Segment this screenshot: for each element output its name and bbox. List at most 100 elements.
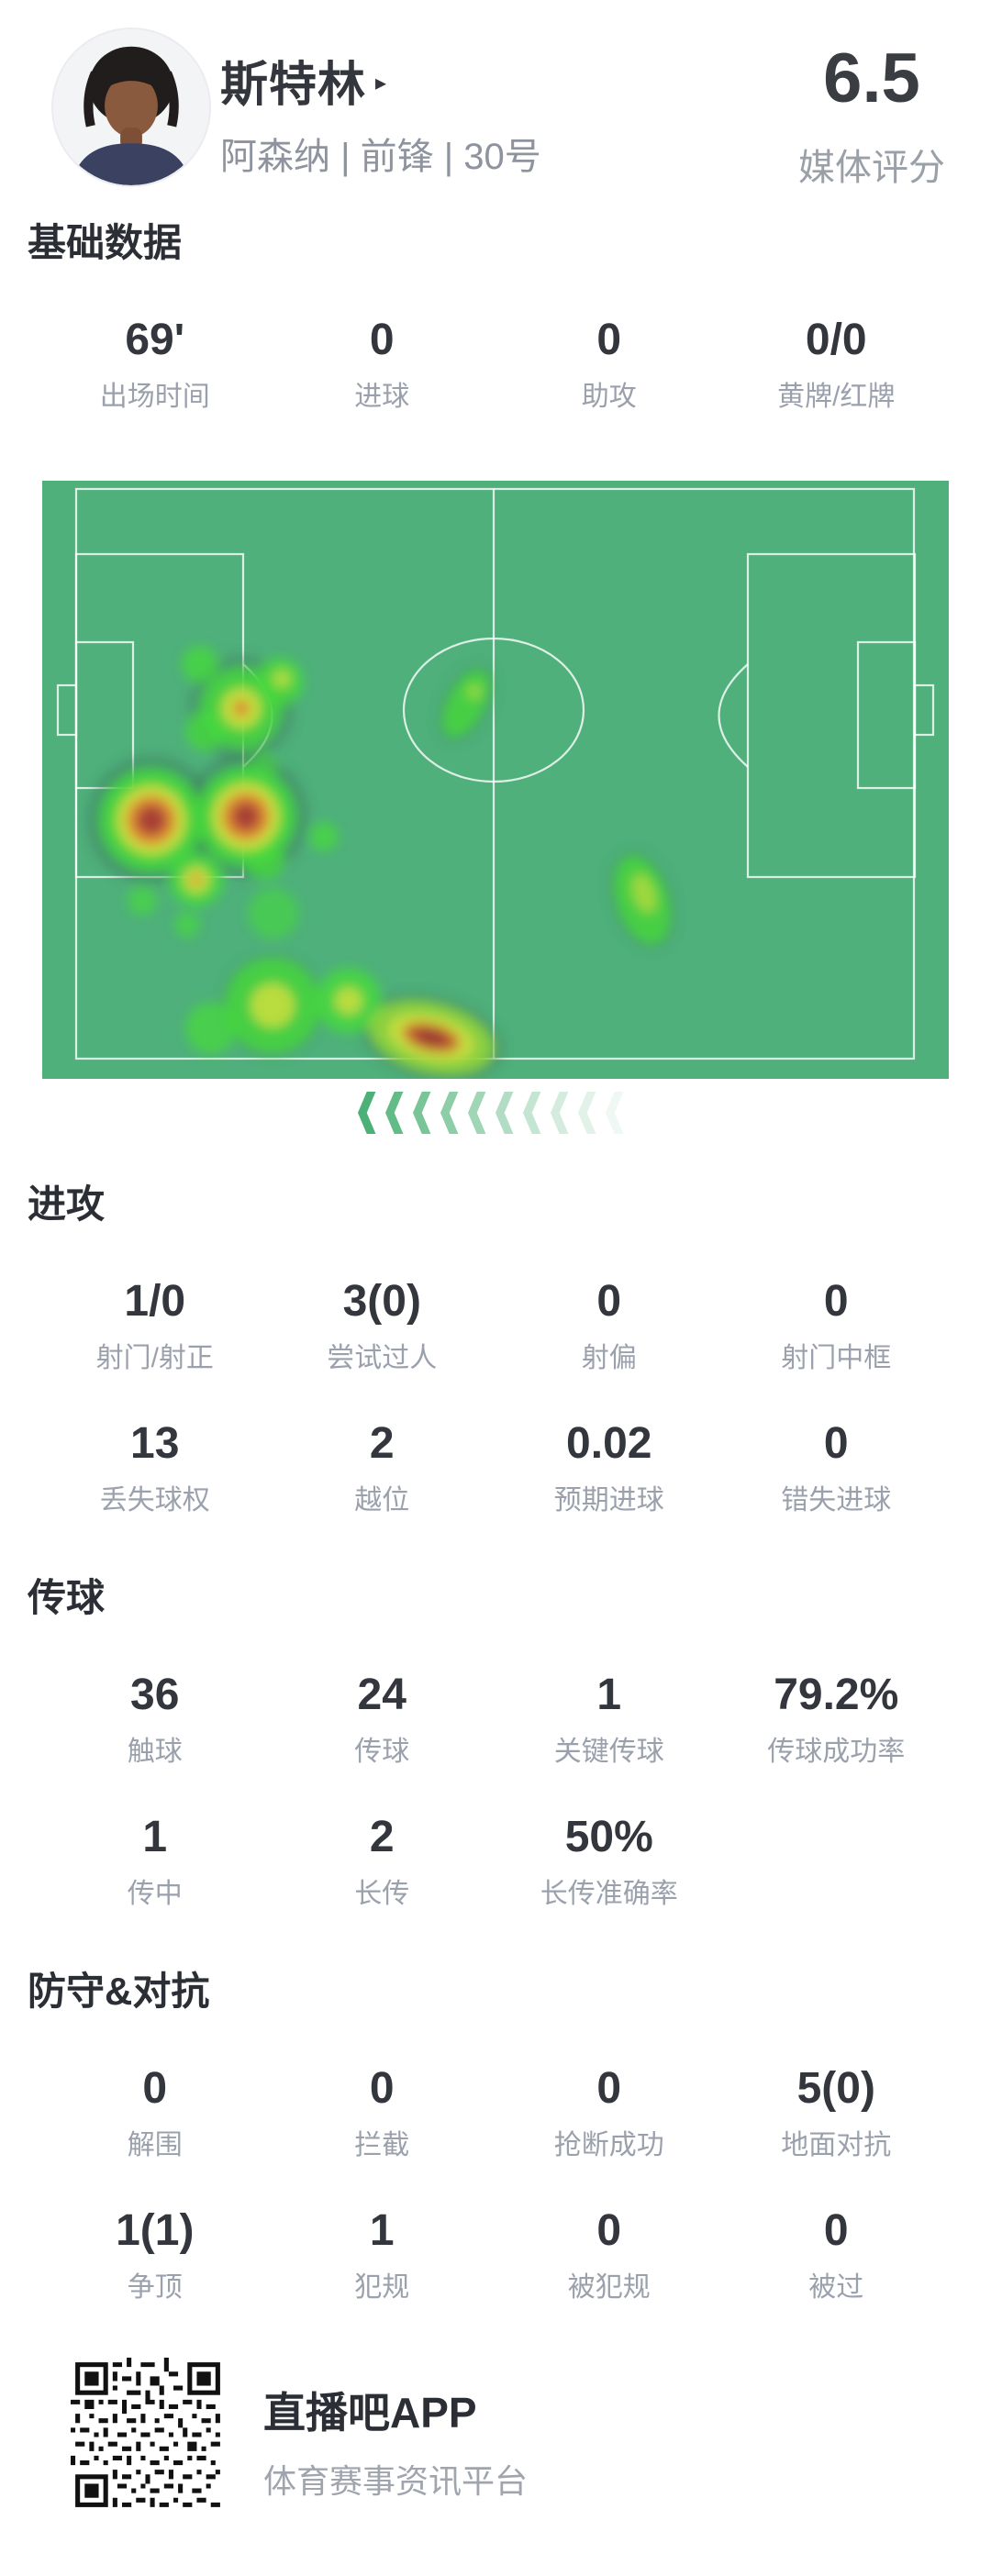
section-title-passing: 传球 [28,1576,106,1619]
defense-stats-row-1: 0 解围 0 拦截 0 抢断成功 5(0) 地面对抗 [0,2062,991,2163]
stat-cell: 0.02 预期进球 [496,1417,723,1518]
stat-value: 1 [142,1813,168,1861]
stat-cell: 1/0 射门/射正 [41,1275,269,1376]
stat-cell: 79.2% 传球成功率 [723,1669,951,1770]
stat-label: 地面对抗 [781,2130,892,2160]
stat-value: 0 [596,316,622,364]
app-description: 体育赛事资讯平台 [263,2462,529,2500]
stat-value: 1 [596,1671,622,1719]
stat-value: 69' [125,316,185,364]
stat-cell: 1 犯规 [269,2204,496,2305]
stat-label: 长传 [354,1879,410,1909]
stat-cell: 0 被过 [723,2204,951,2305]
stat-label: 射门/射正 [95,1343,214,1373]
rating-box: 6.5 媒体评分 [798,44,945,191]
stat-label: 进球 [354,382,410,412]
stat-label: 预期进球 [553,1485,664,1516]
stat-value: 79.2% [774,1671,899,1719]
attack-direction-arrows [0,1092,991,1134]
stat-value: 24 [357,1671,406,1719]
stat-label: 传球成功率 [767,1737,906,1767]
chevron-left-icon [578,1092,596,1134]
basic-stats-row: 69' 出场时间 0 进球 0 助攻 0/0 黄牌/红牌 [0,314,991,415]
player-photo [53,29,209,185]
media-rating-value: 6.5 [823,39,920,117]
stat-value: 1/0 [124,1277,186,1326]
stat-label: 争顶 [127,2272,183,2303]
stat-cell: 0 被犯规 [496,2204,723,2305]
stat-label: 尝试过人 [327,1343,438,1373]
stat-cell: 0 拦截 [269,2062,496,2163]
app-name: 直播吧APP [263,2389,477,2437]
pitch-lines [56,487,935,1060]
player-header: 斯特林 ▸ 阿森纳 | 前锋 | 30号 6.5 媒体评分 [0,0,991,188]
stat-label: 出场时间 [99,382,210,412]
stat-value: 0 [596,2064,622,2113]
attack-stats-row-2: 13 丢失球权 2 越位 0.02 预期进球 0 错失进球 [0,1417,991,1518]
stat-label: 犯规 [354,2272,410,2303]
team-position-number: 阿森纳 | 前锋 | 30号 [220,137,541,177]
stat-cell: 24 传球 [269,1669,496,1770]
chevron-left-icon [551,1092,569,1134]
player-name-row[interactable]: 斯特林 ▸ [220,46,386,115]
stat-cell: 36 触球 [41,1669,269,1770]
stat-label: 传中 [127,1879,183,1909]
stat-cell: 1 关键传球 [496,1669,723,1770]
stat-value: 1 [369,2206,395,2255]
stat-cell: 2 越位 [269,1417,496,1518]
stat-label: 射门中框 [781,1343,892,1373]
stat-value: 0 [823,1277,849,1326]
chevron-left-icon [440,1092,459,1134]
stat-value: 36 [130,1671,180,1719]
chevron-left-icon [385,1092,404,1134]
stat-label: 抢断成功 [553,2130,664,2160]
stat-label: 丢失球权 [99,1485,210,1516]
stat-value: 3(0) [342,1277,421,1326]
stat-cell: 5(0) 地面对抗 [723,2062,951,2163]
pitch-heatmap-graphic [42,481,949,1079]
attack-stats-row-1: 1/0 射门/射正 3(0) 尝试过人 0 射偏 0 射门中框 [0,1275,991,1376]
stat-label: 触球 [127,1737,183,1767]
stat-value: 0/0 [805,316,867,364]
stat-label: 被犯规 [567,2272,651,2303]
media-rating-label: 媒体评分 [798,148,945,188]
player-name: 斯特林 [220,59,367,112]
chevron-left-icon [496,1092,514,1134]
defense-stats-row-2: 1(1) 争顶 1 犯规 0 被犯规 0 被过 [0,2204,991,2305]
stat-cell: 0 解围 [41,2062,269,2163]
section-title-attack: 进攻 [28,1183,106,1226]
heatmap-pitch [42,481,949,1079]
stat-label: 黄牌/红牌 [777,382,896,412]
passing-stats-row-2: 1 传中 2 长传 50% 长传准确率 [0,1811,991,1912]
stat-value: 5(0) [796,2064,875,2113]
stat-value: 2 [369,1813,395,1861]
section-title-defense: 防守&对抗 [28,1970,210,2013]
stat-cell: 3(0) 尝试过人 [269,1275,496,1376]
stat-cell: 13 丢失球权 [41,1417,269,1518]
stat-label: 射偏 [581,1343,637,1373]
stat-label: 关键传球 [553,1737,664,1767]
chevron-left-icon [606,1092,624,1134]
stat-label: 解围 [127,2130,183,2160]
stat-label: 错失进球 [781,1485,892,1516]
qr-code [71,2358,225,2512]
stat-label: 越位 [354,1485,410,1516]
player-avatar [53,29,209,185]
passing-stats-row-1: 36 触球 24 传球 1 关键传球 79.2% 传球成功率 [0,1669,991,1770]
chevron-left-icon [523,1092,541,1134]
stat-value: 0 [823,1419,849,1468]
stat-cell: 0 助攻 [496,314,723,415]
stat-label: 长传准确率 [540,1879,678,1909]
stat-cell-empty [723,1811,951,1912]
qr-code-graphic [71,2358,225,2512]
stat-cell: 69' 出场时间 [41,314,269,415]
stat-label: 被过 [808,2272,864,2303]
stat-value: 0 [369,2064,395,2113]
stat-cell: 0 错失进球 [723,1417,951,1518]
stat-cell: 0 进球 [269,314,496,415]
stat-value: 0 [142,2064,168,2113]
stat-value: 0 [596,2206,622,2255]
expand-arrow-icon[interactable]: ▸ [375,71,387,95]
stat-value: 0 [596,1277,622,1326]
